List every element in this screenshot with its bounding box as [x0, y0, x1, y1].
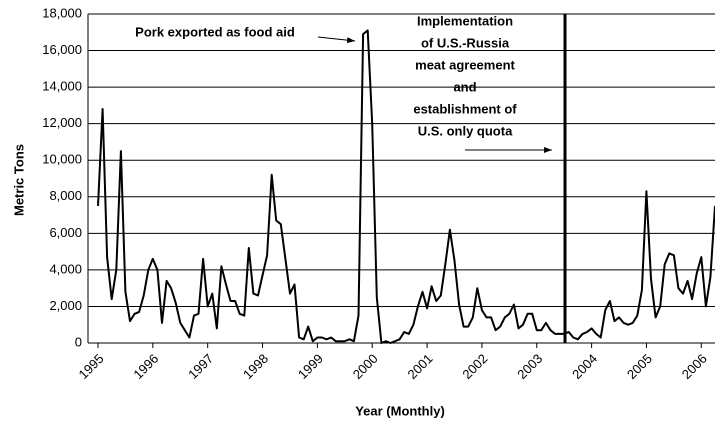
x-tick-label: 1996 [130, 351, 161, 382]
y-tick-label: 12,000 [42, 115, 82, 130]
x-tick-label: 2001 [405, 351, 436, 382]
annotation: U.S. only quota [418, 123, 513, 138]
data-line [97, 29, 715, 344]
annotation: Pork exported as food aid [135, 24, 295, 39]
x-tick-label: 1997 [185, 351, 216, 382]
y-tick-label: 2,000 [49, 298, 82, 313]
y-tick-label: 14,000 [42, 79, 82, 94]
y-axis-label: Metric Tons [11, 144, 26, 216]
x-tick-label: 2006 [679, 351, 710, 382]
annotation: and [453, 79, 476, 94]
annotation: Implementation [417, 13, 513, 28]
x-tick-label: 1999 [295, 351, 326, 382]
x-tick-label: 2003 [514, 351, 545, 382]
y-tick-label: 18,000 [42, 5, 82, 20]
annotation: meat agreement [415, 57, 515, 72]
x-tick-label: 2004 [569, 351, 600, 382]
annotation: of U.S.-Russia [421, 35, 510, 50]
x-tick-label: 2005 [624, 351, 655, 382]
x-tick-label: 1995 [75, 351, 106, 382]
x-axis-label: Year (Monthly) [355, 403, 445, 418]
x-tick-label: 1998 [240, 351, 271, 382]
arrow [317, 36, 356, 44]
y-tick-label: 10,000 [42, 152, 82, 167]
y-tick-label: 8,000 [49, 188, 82, 203]
y-tick-label: 0 [75, 334, 82, 349]
x-tick-label: 2002 [459, 351, 490, 382]
y-tick-label: 6,000 [49, 225, 82, 240]
y-tick-label: 4,000 [49, 261, 82, 276]
annotation: establishment of [413, 101, 517, 116]
y-tick-label: 16,000 [42, 42, 82, 57]
x-tick-label: 2000 [350, 351, 381, 382]
